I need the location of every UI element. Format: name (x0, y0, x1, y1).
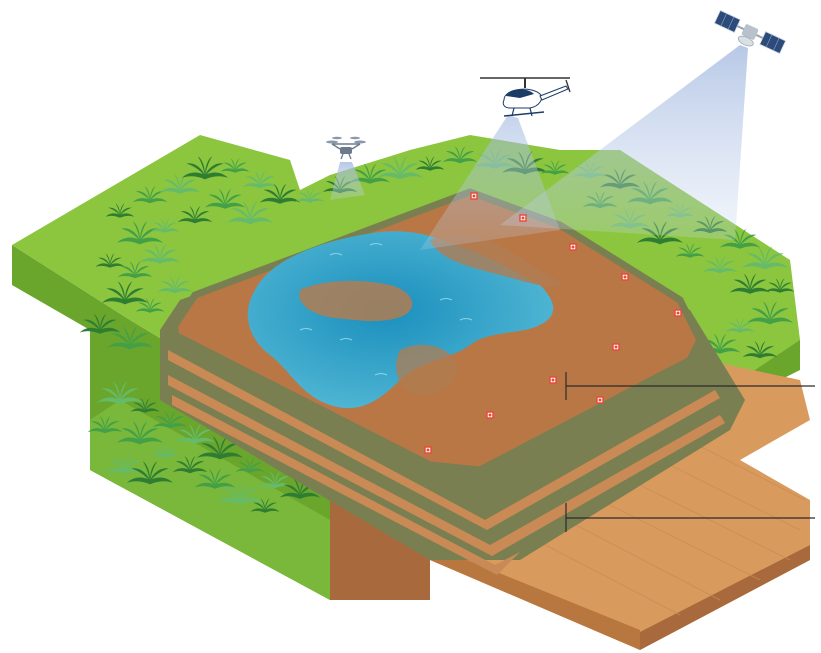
drone-beam (330, 162, 365, 200)
tailings-water (247, 231, 554, 409)
sensor-marker (596, 396, 604, 404)
leader-line-lower (565, 503, 815, 532)
sensor-marker (519, 214, 527, 222)
sensor-marker (424, 446, 432, 454)
mud-island-3 (396, 344, 458, 395)
ground-side-right (640, 545, 810, 650)
satellite-icon (713, 9, 787, 55)
sensor-marker (470, 192, 478, 200)
sensor-marker (486, 411, 494, 419)
sensor-marker (612, 343, 620, 351)
jungle-top-lower (90, 400, 330, 600)
sensor-marker (674, 309, 682, 317)
open-pit (160, 188, 745, 575)
sensor-marker (549, 376, 557, 384)
sensor-marker (569, 243, 577, 251)
sensor-marker (621, 273, 629, 281)
monitoring-sensors (424, 192, 682, 454)
satellite-beam (500, 45, 748, 240)
pit-rim (171, 188, 704, 474)
mud-island-1 (299, 280, 413, 322)
helicopter-icon (480, 77, 571, 117)
leader-line-upper (565, 372, 815, 400)
mud-island-2 (430, 235, 565, 287)
ground-side-front (430, 545, 640, 650)
callout-leaders (565, 372, 815, 532)
drone-icon (326, 136, 366, 160)
